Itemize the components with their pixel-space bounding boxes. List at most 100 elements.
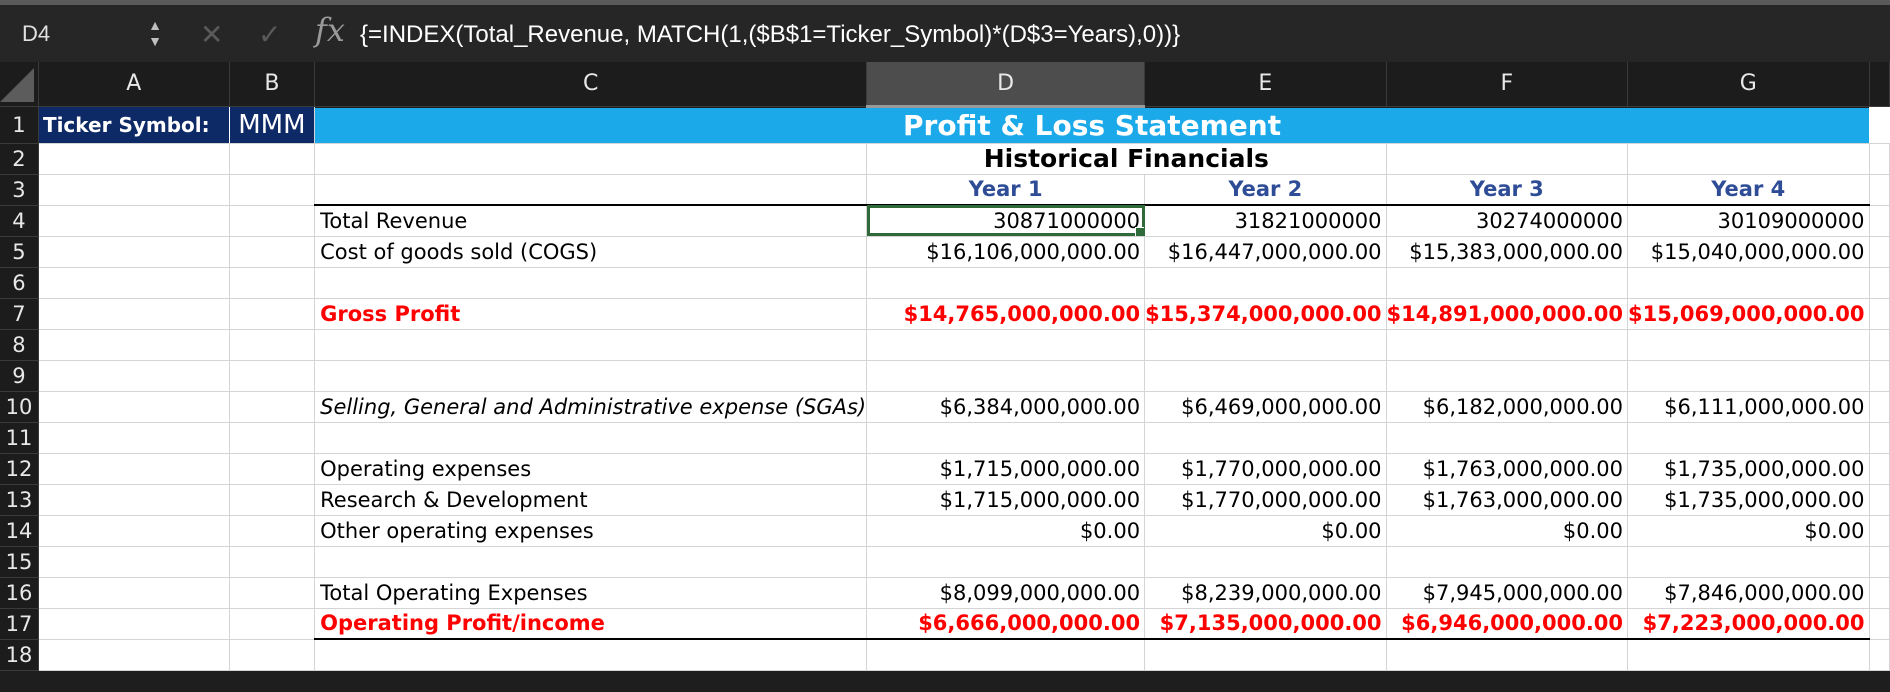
row-header-15[interactable]: 15 bbox=[0, 546, 39, 578]
row-header-7[interactable]: 7 bbox=[0, 298, 39, 330]
value-cell[interactable]: $7,223,000,000.00 bbox=[1627, 608, 1870, 640]
row-header-1[interactable]: 1 bbox=[0, 106, 39, 144]
cell[interactable] bbox=[38, 422, 230, 454]
cell[interactable] bbox=[1869, 484, 1890, 516]
cell[interactable] bbox=[1869, 298, 1890, 330]
cell[interactable] bbox=[38, 298, 230, 330]
cell[interactable] bbox=[229, 143, 316, 175]
cell[interactable] bbox=[1386, 329, 1629, 361]
value-cell[interactable]: $1,763,000,000.00 bbox=[1386, 453, 1629, 485]
cancel-icon[interactable]: ✕ bbox=[200, 19, 224, 50]
year-header-cell[interactable]: Year 4 bbox=[1627, 174, 1870, 206]
row-label-cell[interactable]: Selling, General and Administrative expe… bbox=[314, 391, 868, 423]
selected-cell[interactable]: 30871000000 bbox=[866, 205, 1146, 237]
cell[interactable] bbox=[38, 360, 230, 392]
row-label-cell[interactable]: Total Revenue bbox=[314, 205, 868, 237]
cell[interactable] bbox=[866, 360, 1146, 392]
cell[interactable] bbox=[1627, 329, 1870, 361]
cell[interactable] bbox=[1144, 422, 1387, 454]
row-label-cell[interactable]: Operating expenses bbox=[314, 453, 868, 485]
cell[interactable] bbox=[314, 360, 868, 392]
historical-financials-cell[interactable]: Historical Financials bbox=[866, 143, 1387, 175]
cell[interactable] bbox=[1869, 267, 1890, 299]
row-header-18[interactable]: 18 bbox=[0, 639, 39, 671]
cell[interactable] bbox=[1869, 143, 1890, 175]
cell[interactable] bbox=[1386, 143, 1629, 175]
value-cell[interactable]: $7,846,000,000.00 bbox=[1627, 577, 1870, 609]
year-header-cell[interactable]: Year 1 bbox=[866, 174, 1146, 206]
value-cell[interactable]: 30109000000 bbox=[1627, 205, 1870, 237]
cell[interactable] bbox=[1869, 329, 1890, 361]
cell[interactable] bbox=[1627, 422, 1870, 454]
value-cell[interactable]: $0.00 bbox=[1627, 515, 1870, 547]
value-cell[interactable]: $15,069,000,000.00 bbox=[1627, 298, 1870, 330]
cell[interactable] bbox=[1869, 639, 1890, 671]
cell[interactable] bbox=[1144, 360, 1387, 392]
cell[interactable] bbox=[229, 422, 316, 454]
cell[interactable] bbox=[866, 422, 1146, 454]
cell[interactable] bbox=[229, 639, 316, 671]
cell[interactable] bbox=[866, 546, 1146, 578]
value-cell[interactable]: $8,239,000,000.00 bbox=[1144, 577, 1387, 609]
cell[interactable] bbox=[229, 205, 316, 237]
cell[interactable] bbox=[314, 174, 868, 206]
year-header-cell[interactable]: Year 3 bbox=[1386, 174, 1629, 206]
cell[interactable] bbox=[314, 329, 868, 361]
cell[interactable] bbox=[229, 360, 316, 392]
cell[interactable] bbox=[1386, 360, 1629, 392]
row-header-14[interactable]: 14 bbox=[0, 515, 39, 547]
row-label-cell[interactable]: Other operating expenses bbox=[314, 515, 868, 547]
value-cell[interactable]: $16,106,000,000.00 bbox=[866, 236, 1146, 268]
cell[interactable] bbox=[1386, 546, 1629, 578]
cell[interactable] bbox=[38, 143, 230, 175]
value-cell[interactable]: $15,374,000,000.00 bbox=[1144, 298, 1387, 330]
value-cell[interactable]: $7,945,000,000.00 bbox=[1386, 577, 1629, 609]
cell[interactable] bbox=[38, 608, 230, 640]
value-cell[interactable]: $1,770,000,000.00 bbox=[1144, 453, 1387, 485]
value-cell[interactable]: 31821000000 bbox=[1144, 205, 1387, 237]
col-header-a[interactable]: A bbox=[38, 62, 230, 107]
row-label-cell[interactable]: Gross Profit bbox=[314, 298, 868, 330]
cell[interactable] bbox=[38, 577, 230, 609]
value-cell[interactable]: $6,469,000,000.00 bbox=[1144, 391, 1387, 423]
row-header-16[interactable]: 16 bbox=[0, 577, 39, 609]
cell[interactable] bbox=[229, 453, 316, 485]
cell[interactable] bbox=[38, 453, 230, 485]
value-cell[interactable]: $0.00 bbox=[866, 515, 1146, 547]
cell[interactable] bbox=[314, 546, 868, 578]
value-cell[interactable]: $0.00 bbox=[1144, 515, 1387, 547]
value-cell[interactable]: $15,383,000,000.00 bbox=[1386, 236, 1629, 268]
cell[interactable] bbox=[1144, 329, 1387, 361]
cell[interactable] bbox=[1144, 267, 1387, 299]
value-cell[interactable]: $1,763,000,000.00 bbox=[1386, 484, 1629, 516]
cell[interactable] bbox=[1869, 360, 1890, 392]
row-header-3[interactable]: 3 bbox=[0, 174, 39, 206]
col-header-g[interactable]: G bbox=[1627, 62, 1870, 107]
value-cell[interactable]: 30274000000 bbox=[1386, 205, 1629, 237]
value-cell[interactable]: $8,099,000,000.00 bbox=[866, 577, 1146, 609]
cell[interactable] bbox=[1869, 174, 1890, 206]
value-cell[interactable]: $7,135,000,000.00 bbox=[1144, 608, 1387, 640]
cell[interactable] bbox=[314, 267, 868, 299]
value-cell[interactable]: $0.00 bbox=[1386, 515, 1629, 547]
cell[interactable] bbox=[229, 174, 316, 206]
value-cell[interactable]: $6,666,000,000.00 bbox=[866, 608, 1146, 640]
cell[interactable] bbox=[229, 267, 316, 299]
cell[interactable] bbox=[229, 546, 316, 578]
cell[interactable] bbox=[314, 639, 868, 671]
cell[interactable] bbox=[38, 174, 230, 206]
cell[interactable] bbox=[229, 484, 316, 516]
row-header-5[interactable]: 5 bbox=[0, 236, 39, 268]
cell[interactable] bbox=[229, 329, 316, 361]
value-cell[interactable]: $6,111,000,000.00 bbox=[1627, 391, 1870, 423]
value-cell[interactable]: $1,770,000,000.00 bbox=[1144, 484, 1387, 516]
cell[interactable] bbox=[866, 639, 1146, 671]
cell[interactable] bbox=[229, 298, 316, 330]
cell[interactable] bbox=[38, 639, 230, 671]
cell[interactable] bbox=[866, 267, 1146, 299]
cell[interactable] bbox=[314, 143, 868, 175]
cell[interactable] bbox=[229, 577, 316, 609]
col-header-e[interactable]: E bbox=[1144, 62, 1387, 107]
col-header-c[interactable]: C bbox=[314, 62, 868, 107]
cell[interactable] bbox=[1869, 515, 1890, 547]
